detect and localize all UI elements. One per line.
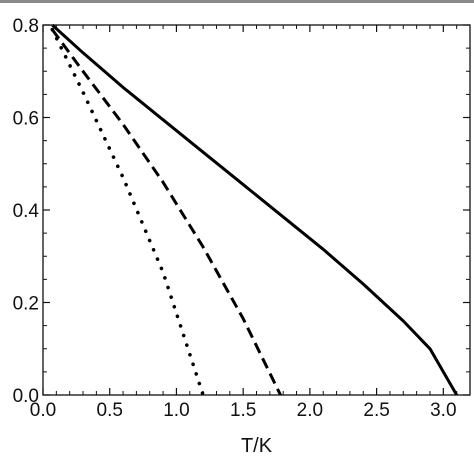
x-tick-label: 2.0 — [297, 400, 323, 421]
x-tick-label: 0.5 — [97, 400, 123, 421]
x-tick-label: 0.0 — [30, 400, 56, 421]
y-tick-label: 0.4 — [13, 201, 40, 222]
y-tick-label: 0.6 — [13, 109, 39, 130]
y-tick-label: 0.0 — [13, 386, 39, 407]
x-tick-label: 1.0 — [163, 400, 189, 421]
series-line-dashed — [51, 28, 282, 396]
series-line-solid — [51, 23, 458, 396]
y-tick-label: 0.2 — [13, 294, 39, 315]
x-tick-label: 3.0 — [430, 400, 456, 421]
x-tick-label: 2.5 — [363, 400, 389, 421]
plot-frame — [42, 24, 471, 396]
top-border-line — [0, 0, 474, 3]
ticks-group: 0.0 0.5 1.0 1.5 2.0 2.5 3.0 0.0 0.2 0.4 0.6 0.8 — [13, 16, 470, 421]
x-tick-label: 1.5 — [230, 400, 256, 421]
y-tick-label: 0.8 — [13, 16, 39, 37]
x-axis-label: T/K — [241, 435, 273, 457]
plot-area — [50, 23, 458, 397]
